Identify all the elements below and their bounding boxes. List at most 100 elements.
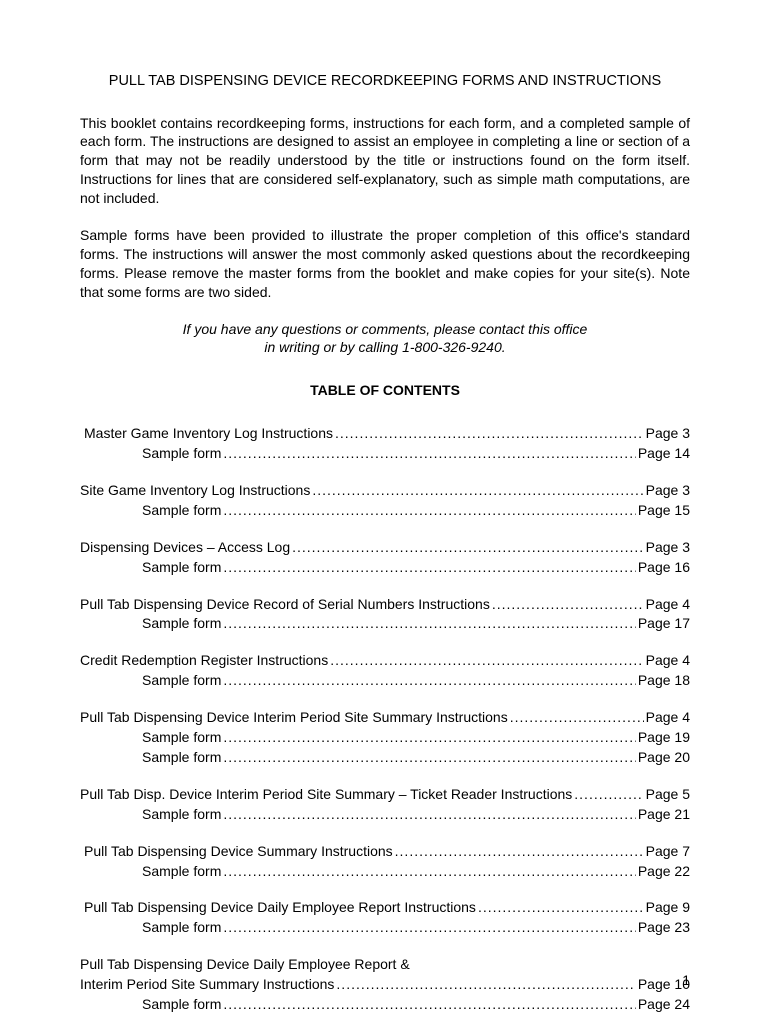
toc-leader-dots — [393, 842, 644, 861]
toc-row: Sample form Page 21 — [80, 805, 690, 824]
toc-leader-dots — [221, 748, 635, 767]
toc-page: Page 7 — [644, 842, 690, 861]
contact-line-1: If you have any questions or comments, p… — [183, 321, 588, 337]
toc-page: Page 18 — [636, 671, 690, 690]
contact-info: If you have any questions or comments, p… — [80, 320, 690, 358]
toc-leader-dots — [221, 862, 635, 881]
toc-row: Pull Tab Dispensing Device Summary Instr… — [80, 842, 690, 861]
toc-page: Page 24 — [636, 995, 690, 1014]
intro-paragraph-2: Sample forms have been provided to illus… — [80, 226, 690, 302]
toc-page: Page 14 — [636, 444, 690, 463]
toc-page: Page 3 — [644, 481, 690, 500]
toc-row: Sample form Page 14 — [80, 444, 690, 463]
toc-leader-dots — [476, 898, 644, 917]
toc-leader-dots — [221, 444, 635, 463]
toc-leader-dots — [221, 558, 635, 577]
toc-row: Interim Period Site Summary Instructions… — [80, 975, 690, 994]
toc-page: Page 20 — [636, 748, 690, 767]
toc-row: Sample form Page 24 — [80, 995, 690, 1014]
toc-label: Master Game Inventory Log Instructions — [84, 424, 333, 443]
toc-label: Sample form — [142, 728, 221, 747]
toc-label: Credit Redemption Register Instructions — [80, 651, 328, 670]
toc-page: Page 21 — [636, 805, 690, 824]
toc-leader-dots — [328, 651, 643, 670]
contact-line-2: in writing or by calling 1-800-326-9240. — [264, 339, 505, 355]
toc-page: Page 9 — [644, 898, 690, 917]
toc-page: Page 3 — [644, 538, 690, 557]
toc-leader-dots — [490, 595, 644, 614]
toc-row: Sample formPage 17 — [80, 614, 690, 633]
toc-label: Pull Tab Disp. Device Interim Period Sit… — [80, 785, 572, 804]
toc-page: Page 15 — [636, 501, 690, 520]
intro-paragraph-1: This booklet contains recordkeeping form… — [80, 114, 690, 208]
document-title: PULL TAB DISPENSING DEVICE RECORDKEEPING… — [80, 72, 690, 92]
toc-leader-dots — [221, 918, 635, 937]
toc-row: Sample form Page 23 — [80, 918, 690, 937]
toc-row: Site Game Inventory Log Instructions Page… — [80, 481, 690, 500]
toc-leader-dots — [333, 424, 644, 443]
toc-group: Credit Redemption Register Instructions P… — [80, 651, 690, 690]
toc-row: Pull Tab Dispensing Device Daily Employe… — [80, 898, 690, 917]
toc-label: Sample form — [142, 444, 221, 463]
toc-label: Sample form — [142, 748, 221, 767]
toc-group: Master Game Inventory Log Instructions Pa… — [80, 424, 690, 463]
toc-page: Page 19 — [636, 728, 690, 747]
toc-label: Pull Tab Dispensing Device Interim Perio… — [80, 708, 508, 727]
toc-row: Sample form Page 20 — [80, 748, 690, 767]
toc-page: Page 17 — [636, 614, 690, 633]
toc-leader-dots — [221, 805, 635, 824]
toc-leader-dots — [310, 481, 643, 500]
toc-row: Pull Tab Dispensing Device Record of Ser… — [80, 595, 690, 614]
toc-group: Site Game Inventory Log Instructions Page… — [80, 481, 690, 520]
toc-label: Sample form — [142, 558, 221, 577]
toc-leader-dots — [221, 995, 635, 1014]
table-of-contents: Master Game Inventory Log Instructions Pa… — [80, 424, 690, 1014]
toc-label: Dispensing Devices – Access Log — [80, 538, 290, 557]
toc-label: Sample form — [142, 501, 221, 520]
toc-label: Interim Period Site Summary Instructions — [80, 975, 334, 994]
toc-page: Page 23 — [636, 918, 690, 937]
toc-group: Pull Tab Disp. Device Interim Period Sit… — [80, 785, 690, 824]
toc-page: Page 4 — [644, 708, 690, 727]
toc-row: Sample form Page 22 — [80, 862, 690, 881]
toc-leader-dots — [290, 538, 644, 557]
toc-row: Pull Tab Dispensing Device Interim Perio… — [80, 708, 690, 727]
toc-label: Pull Tab Dispensing Device Daily Employe… — [84, 898, 476, 917]
toc-row: Sample formPage 16 — [80, 558, 690, 577]
toc-row: Sample form Page 15 — [80, 501, 690, 520]
toc-leader-dots — [221, 501, 635, 520]
toc-page: Page 5 — [644, 785, 690, 804]
toc-row: Sample form Page 18 — [80, 671, 690, 690]
toc-leader-dots — [334, 975, 635, 994]
toc-group: Pull Tab Dispensing Device Daily Employe… — [80, 898, 690, 937]
toc-row: Pull Tab Dispensing Device Daily Employe… — [80, 955, 690, 974]
toc-page: Page 4 — [644, 651, 690, 670]
toc-heading: TABLE OF CONTENTS — [80, 381, 690, 400]
toc-label: Pull Tab Dispensing Device Summary Instr… — [84, 842, 393, 861]
toc-label: Site Game Inventory Log Instructions — [80, 481, 310, 500]
toc-label: Sample form — [142, 805, 221, 824]
toc-row: Credit Redemption Register Instructions P… — [80, 651, 690, 670]
toc-group: Pull Tab Dispensing Device Summary Instr… — [80, 842, 690, 881]
toc-group: Pull Tab Dispensing Device Record of Ser… — [80, 595, 690, 634]
toc-leader-dots — [508, 708, 644, 727]
toc-row: Sample form Page 19 — [80, 728, 690, 747]
toc-group: Pull Tab Dispensing Device Daily Employe… — [80, 955, 690, 1014]
toc-leader-dots — [221, 671, 635, 690]
toc-group: Dispensing Devices – Access LogPage 3Sam… — [80, 538, 690, 577]
toc-label: Sample form — [142, 862, 221, 881]
toc-row: Master Game Inventory Log InstructionsPa… — [80, 424, 690, 443]
toc-label: Pull Tab Dispensing Device Record of Ser… — [80, 595, 490, 614]
toc-label: Sample form — [142, 995, 221, 1014]
toc-label: Sample form — [142, 671, 221, 690]
toc-leader-dots — [221, 728, 635, 747]
toc-row: Pull Tab Disp. Device Interim Period Sit… — [80, 785, 690, 804]
toc-page: Page 4 — [644, 595, 690, 614]
page-number: 1 — [682, 971, 690, 990]
toc-label: Sample form — [142, 918, 221, 937]
toc-page: Page 22 — [636, 862, 690, 881]
toc-row: Dispensing Devices – Access Log Page 3 — [80, 538, 690, 557]
toc-leader-dots — [221, 614, 635, 633]
toc-group: Pull Tab Dispensing Device Interim Perio… — [80, 708, 690, 767]
toc-label: Pull Tab Dispensing Device Daily Employe… — [80, 955, 410, 974]
